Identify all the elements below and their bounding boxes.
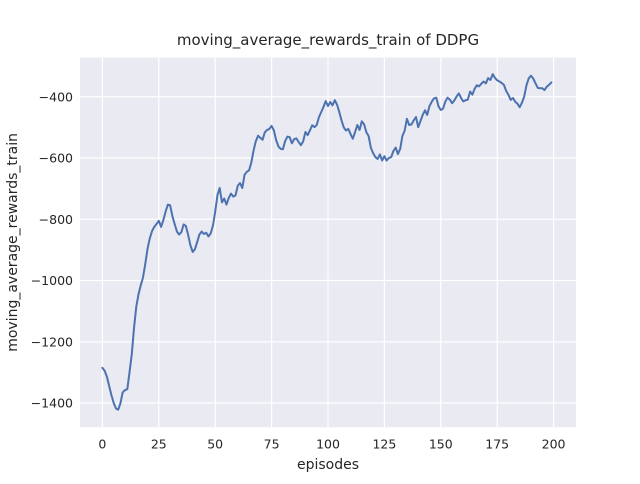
y-tick-label: −800	[39, 212, 73, 227]
y-tick-label: −1200	[31, 334, 73, 349]
x-tick-label: 150	[429, 437, 453, 452]
x-tick-label: 0	[98, 437, 106, 452]
data-series	[101, 73, 553, 411]
x-axis-label: episodes	[297, 457, 359, 473]
gridlines	[80, 57, 576, 428]
x-tick-label: 100	[316, 437, 340, 452]
x-tick-label: 25	[151, 437, 167, 452]
y-tick-label: −1400	[31, 396, 73, 411]
x-tick-label: 75	[264, 437, 280, 452]
y-tick-label: −400	[39, 89, 73, 104]
y-tick-label: −600	[39, 151, 73, 166]
y-tick-label: −1000	[31, 273, 73, 288]
x-tick-label: 175	[485, 437, 509, 452]
chart-title: moving_average_rewards_train of DDPG	[177, 31, 479, 50]
x-tick-label: 125	[372, 437, 396, 452]
y-tick-labels: −400 −600 −800 −1000 −1200 −1400	[31, 89, 73, 410]
x-tick-label: 200	[542, 437, 566, 452]
x-tick-label: 50	[207, 437, 223, 452]
series-path	[101, 73, 553, 411]
x-tick-labels: 0 25 50 75 100 125 150 175 200	[98, 437, 565, 452]
y-axis-label: moving_average_rewards_train	[5, 133, 21, 352]
